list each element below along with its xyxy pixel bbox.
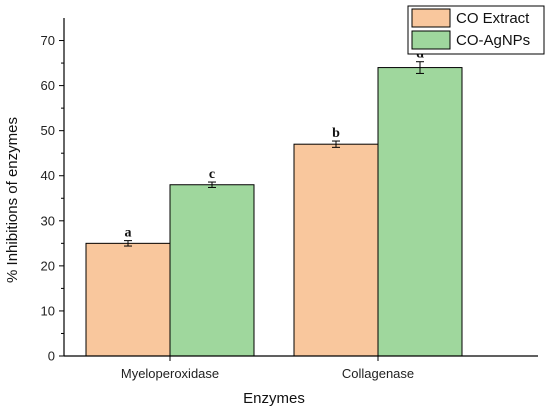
y-tick-label: 0 bbox=[48, 349, 55, 364]
y-tick-label: 50 bbox=[41, 123, 55, 138]
significance-letter: b bbox=[332, 126, 340, 141]
x-tick-label: Myeloperoxidase bbox=[121, 366, 219, 381]
bar-co-extract-collagenase bbox=[293, 143, 379, 357]
bar-co-extract-myeloperoxidase bbox=[85, 242, 171, 357]
legend-swatch-co-extract bbox=[411, 8, 451, 28]
y-tick-label: 20 bbox=[41, 258, 55, 273]
y-tick-label: 40 bbox=[41, 168, 55, 183]
y-tick-label: 10 bbox=[41, 303, 55, 318]
x-axis-title: Enzymes bbox=[243, 390, 305, 407]
x-ticks: Myeloperoxidase Collagenase bbox=[121, 356, 414, 381]
bar-co-agnps-myeloperoxidase bbox=[169, 184, 255, 357]
y-axis-title: % Inhibitions of enzymes bbox=[4, 117, 21, 283]
legend-label-co-agnps: CO-AgNPs bbox=[456, 32, 530, 49]
bars-layer: acbd bbox=[85, 47, 463, 357]
y-ticks: 0 10 20 30 40 50 60 70 bbox=[41, 33, 64, 364]
axes-layer bbox=[63, 18, 538, 357]
x-tick-label: Collagenase bbox=[342, 366, 414, 381]
significance-letter: c bbox=[209, 167, 215, 182]
bar-co-agnps-collagenase bbox=[377, 67, 463, 357]
legend-label-co-extract: CO Extract bbox=[456, 10, 530, 27]
legend: CO Extract CO-AgNPs bbox=[407, 5, 545, 55]
y-tick-label: 70 bbox=[41, 33, 55, 48]
significance-letter: a bbox=[125, 226, 132, 241]
legend-swatch-co-agnps bbox=[411, 30, 451, 50]
y-tick-label: 60 bbox=[41, 78, 55, 93]
y-tick-label: 30 bbox=[41, 213, 55, 228]
